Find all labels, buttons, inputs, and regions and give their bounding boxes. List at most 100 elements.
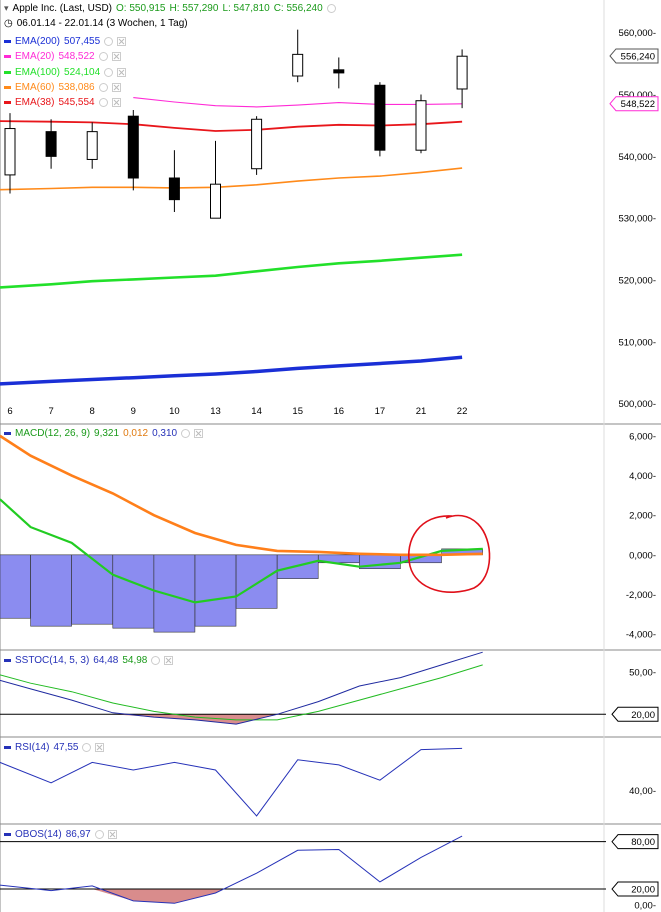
settings-icon[interactable] — [98, 82, 108, 92]
oversold-fill — [92, 889, 224, 904]
close-icon[interactable] — [164, 656, 174, 665]
candle-body — [292, 53, 304, 77]
y-tick-label: 50,00- — [629, 667, 656, 678]
macd-value: 9,321 — [94, 428, 120, 439]
x-tick-label: 14 — [251, 406, 262, 417]
ohlc-close: C: 556,240 — [273, 3, 323, 14]
close-icon[interactable] — [107, 830, 117, 839]
last-price-badge-text: 556,240 — [621, 51, 655, 62]
histogram-bar — [153, 554, 196, 633]
ohlc-low: L: 547,810 — [222, 3, 270, 14]
stoc-k-line — [0, 651, 483, 725]
stoc-d-line — [0, 664, 483, 721]
x-tick-label: 9 — [131, 406, 136, 417]
y-tick-label: 2,000- — [629, 511, 656, 522]
x-tick-label: 21 — [416, 406, 427, 417]
legend-item: EMA(100) 524,104 — [4, 66, 127, 78]
ema20-price-badge-text: 548,522 — [621, 99, 655, 110]
legend-value: 548,522 — [58, 51, 95, 63]
ema100-line — [0, 253, 463, 289]
chart-header: ▾ Apple Inc. (Last, USD) O: 550,915 H: 5… — [4, 3, 336, 14]
ema20-line — [133, 97, 463, 108]
level-badge-text: 20,00 — [631, 710, 655, 721]
histogram-bar — [194, 554, 237, 627]
settings-icon[interactable] — [151, 656, 161, 665]
legend-item: EMA(38) 545,554 — [4, 97, 121, 108]
candle-body — [45, 131, 57, 157]
y-tick-label: 530,000- — [618, 214, 656, 225]
candle-body — [4, 128, 16, 176]
chevron-down-icon[interactable]: ▾ — [4, 3, 9, 13]
legend-label[interactable]: EMA(200) — [15, 36, 61, 47]
obos-label[interactable]: OBOS(14) — [15, 829, 62, 840]
level-badge: 80,00 — [611, 834, 659, 850]
settings-icon[interactable] — [82, 743, 92, 752]
series-swatch — [4, 746, 11, 749]
obos-panel: 80,00 20,00 0,00- — [0, 834, 659, 911]
legend-label[interactable]: EMA(100) — [15, 66, 61, 78]
series-swatch — [4, 833, 11, 836]
rsi-label[interactable]: RSI(14) — [15, 742, 50, 753]
sstoc-d-value: 54,98 — [122, 655, 148, 666]
range-row: ◷ 06.01.14 - 22.01.14 (3 Wochen, 1 Tag) — [4, 18, 188, 29]
candle-body — [456, 55, 468, 90]
level-badge-box — [611, 881, 659, 897]
sstoc-k-value: 64,48 — [93, 655, 119, 666]
close-icon[interactable] — [117, 67, 127, 77]
candle-body — [251, 118, 263, 170]
x-tick-label: 13 — [210, 406, 221, 417]
level-badge: 20,00 — [611, 881, 659, 897]
settings-icon[interactable] — [98, 52, 108, 62]
close-icon[interactable] — [111, 82, 121, 92]
obos-legend: OBOS(14) 86,97 — [4, 829, 117, 840]
x-tick-label: 16 — [334, 406, 345, 417]
last-price-badge: 556,240 — [609, 48, 659, 64]
macd-signal-value: 0,012 — [123, 428, 149, 439]
candle-body — [168, 177, 180, 201]
legend-value: 545,554 — [58, 97, 95, 109]
close-icon[interactable] — [117, 37, 127, 46]
y-tick-label: 4,000- — [629, 471, 656, 482]
legend-label[interactable]: EMA(60) — [15, 81, 55, 93]
settings-icon[interactable] — [94, 830, 104, 839]
series-swatch — [4, 659, 11, 662]
series-swatch — [4, 70, 11, 74]
macd-legend: MACD(12, 26, 9) 9,321 0,012 0,310 — [4, 428, 204, 439]
settings-icon[interactable] — [104, 37, 114, 46]
series-swatch — [4, 432, 11, 435]
close-icon[interactable] — [111, 52, 121, 62]
legend-label[interactable]: EMA(38) — [15, 97, 55, 109]
settings-icon[interactable] — [104, 67, 114, 77]
sstoc-legend: SSTOC(14, 5, 3) 64,48 54,98 — [4, 655, 174, 666]
ohlc-open: O: 550,915 — [116, 3, 166, 14]
y-tick-label: 6,000- — [629, 431, 656, 442]
sstoc-label[interactable]: SSTOC(14, 5, 3) — [15, 655, 90, 666]
histogram-bar — [0, 554, 31, 619]
close-icon[interactable] — [111, 98, 121, 108]
legend-label[interactable]: EMA(20) — [15, 51, 55, 63]
ohlc-high: H: 557,290 — [169, 3, 219, 14]
settings-icon[interactable] — [98, 98, 108, 108]
settings-icon[interactable] — [326, 4, 336, 13]
y-tick-label: 500,000- — [618, 399, 656, 410]
y-tick-label: -2,000- — [626, 590, 656, 601]
x-tick-label: 6 — [7, 406, 12, 417]
level-badge-box — [611, 706, 659, 722]
signal-line — [0, 434, 483, 557]
close-icon[interactable] — [95, 743, 105, 752]
ema200-line — [0, 355, 463, 386]
macd-hist-value: 0,310 — [152, 428, 178, 439]
series-swatch — [4, 55, 11, 59]
macd-label[interactable]: MACD(12, 26, 9) — [15, 428, 91, 439]
candle-body — [374, 84, 386, 151]
close-icon[interactable] — [194, 429, 204, 438]
chart-title: Apple Inc. (Last, USD) — [12, 3, 113, 14]
y-tick-label: 0,00- — [634, 900, 656, 911]
x-tick-label: 17 — [375, 406, 386, 417]
y-tick-label: 40,00- — [629, 786, 656, 797]
candle-body — [210, 183, 221, 219]
y-tick-label: 510,000- — [618, 337, 656, 348]
sstoc-panel: 50,00- 20,00 — [0, 651, 659, 725]
settings-icon[interactable] — [181, 429, 191, 438]
series-swatch — [4, 85, 11, 89]
